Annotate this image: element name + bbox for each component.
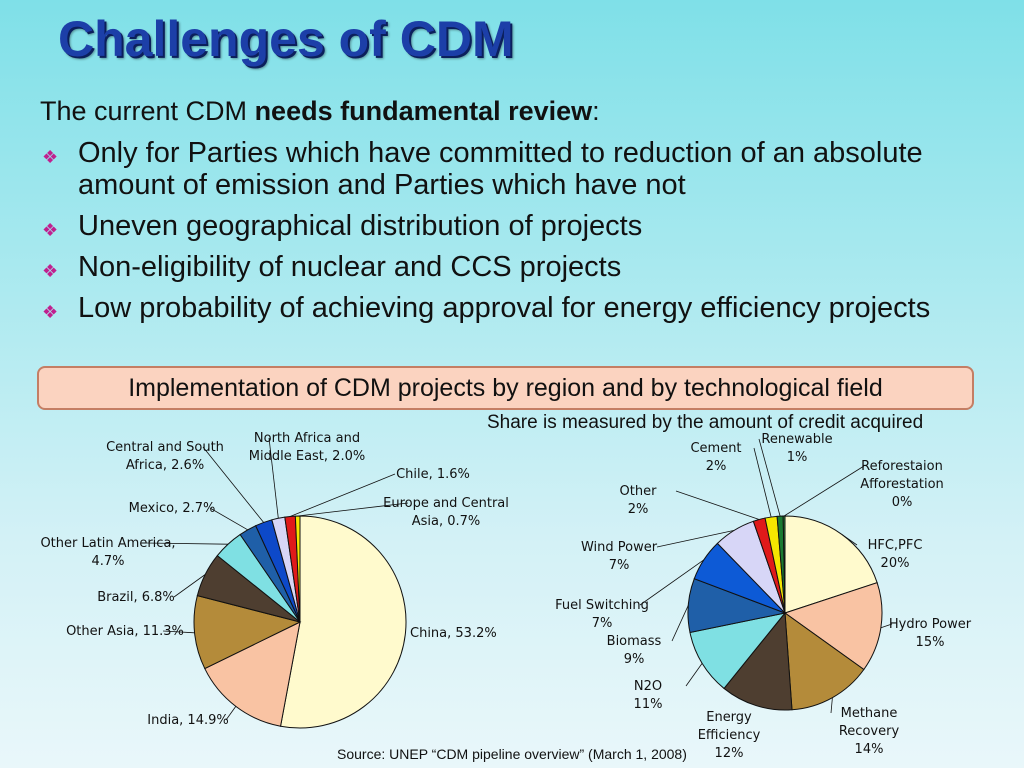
tech-leader-line bbox=[671, 605, 689, 642]
region-leader-line bbox=[202, 446, 264, 523]
tech-leader-line bbox=[783, 465, 865, 517]
region-leader-line bbox=[173, 574, 206, 598]
tech-slice-label: Wind Power 7% bbox=[581, 540, 658, 573]
tech-pie-slice bbox=[784, 515, 878, 614]
slide-title: Challenges of CDM bbox=[58, 11, 514, 67]
tech-slice-label: Reforestaion Afforestation 0% bbox=[860, 459, 944, 510]
region-leader-line bbox=[268, 437, 279, 519]
region-slice-label: India, 14.9% bbox=[147, 713, 228, 728]
tech-slice-label: Energy Efficiency 12% bbox=[698, 710, 761, 761]
region-pie-slice bbox=[204, 621, 301, 727]
tech-pie-slice bbox=[723, 611, 793, 711]
region-leader-line bbox=[162, 630, 195, 634]
source-citation: Source: UNEP “CDM pipeline overview” (Ma… bbox=[337, 746, 687, 762]
tech-leader-line bbox=[841, 534, 858, 546]
chart-note: Share is measured by the amount of credi… bbox=[487, 412, 924, 433]
diamond-bullet-icon: ❖ bbox=[42, 147, 59, 167]
tech-slice-label: Renewable 1% bbox=[761, 432, 832, 465]
tech-leader-line bbox=[758, 438, 781, 517]
diamond-bullet-icon: ❖ bbox=[42, 261, 59, 281]
bullet-item: ❖ Non-eligibility of nuclear and CCS proj… bbox=[40, 251, 1000, 283]
bullet-text: Low probability of achieving approval fo… bbox=[78, 292, 931, 324]
tech-slice-label: Cement 2% bbox=[690, 441, 741, 474]
region-slice-label: Central and South Africa, 2.6% bbox=[106, 440, 224, 473]
tech-slice-label: HFC,PFC 20% bbox=[868, 538, 923, 571]
bullet-text: Only for Parties which have committed to… bbox=[78, 137, 923, 201]
region-slice-label: Chile, 1.6% bbox=[396, 467, 470, 482]
bullet-item: ❖ Only for Parties which have committed t… bbox=[40, 137, 1000, 201]
region-slice-label: Mexico, 2.7% bbox=[129, 501, 216, 516]
tech-pie-slice bbox=[782, 515, 786, 614]
tech-leader-line bbox=[753, 447, 772, 518]
bullet-text: Non-eligibility of nuclear and CCS proje… bbox=[78, 251, 622, 283]
region-leader-line bbox=[289, 473, 396, 517]
tech-slice-label: N2O 11% bbox=[634, 679, 663, 712]
tech-slice-label: Fuel Switching 7% bbox=[555, 598, 649, 631]
intro-prefix: The current CDM bbox=[40, 96, 255, 126]
region-slice-label: Europe and Central Asia, 0.7% bbox=[383, 496, 509, 529]
tech-pie-slice bbox=[784, 611, 865, 711]
tech-slice-label: Hydro Power 15% bbox=[889, 617, 972, 650]
bullet-item: ❖ Low probability of achieving approval f… bbox=[40, 292, 1000, 324]
region-slice-label: North Africa and Middle East, 2.0% bbox=[249, 431, 365, 464]
tech-leader-line bbox=[675, 490, 760, 520]
diamond-bullet-icon: ❖ bbox=[42, 302, 59, 322]
chart-banner: Implementation of CDM projects by region… bbox=[37, 366, 974, 410]
bullet-item: ❖ Uneven geographical distribution of pro… bbox=[40, 210, 1000, 242]
bullet-list: ❖ Only for Parties which have committed t… bbox=[40, 137, 1000, 333]
intro-text: The current CDM needs fundamental review… bbox=[40, 96, 600, 127]
region-leader-line bbox=[209, 507, 248, 531]
tech-leader-line bbox=[880, 623, 893, 629]
bullet-text: Uneven geographical distribution of proj… bbox=[78, 210, 643, 242]
region-leader-line bbox=[225, 706, 237, 721]
diamond-bullet-icon: ❖ bbox=[42, 220, 59, 240]
tech-pie-slice bbox=[689, 612, 787, 690]
tech-leader-line bbox=[830, 697, 833, 714]
tech-slice-label: Other 2% bbox=[620, 484, 658, 517]
region-slice-label: China, 53.2% bbox=[410, 626, 497, 641]
tech-leader-line bbox=[685, 663, 703, 687]
region-leader-line bbox=[297, 502, 409, 517]
region-pie-slice bbox=[193, 595, 302, 670]
intro-suffix: : bbox=[592, 96, 600, 126]
region-slice-label: Other Latin America, 4.7% bbox=[40, 536, 175, 569]
tech-slice-label: Biomass 9% bbox=[607, 634, 662, 667]
tech-slice-label: Methane Recovery 14% bbox=[839, 706, 900, 757]
region-leader-line bbox=[145, 542, 229, 545]
region-pie-slice bbox=[279, 515, 407, 729]
tech-leader-line bbox=[639, 559, 705, 606]
intro-bold: needs fundamental review bbox=[254, 96, 593, 126]
region-slice-label: Other Asia, 11.3% bbox=[66, 624, 184, 639]
region-slice-label: Brazil, 6.8% bbox=[97, 590, 175, 605]
tech-leader-line bbox=[656, 530, 735, 548]
tech-pie-slice bbox=[783, 582, 883, 671]
